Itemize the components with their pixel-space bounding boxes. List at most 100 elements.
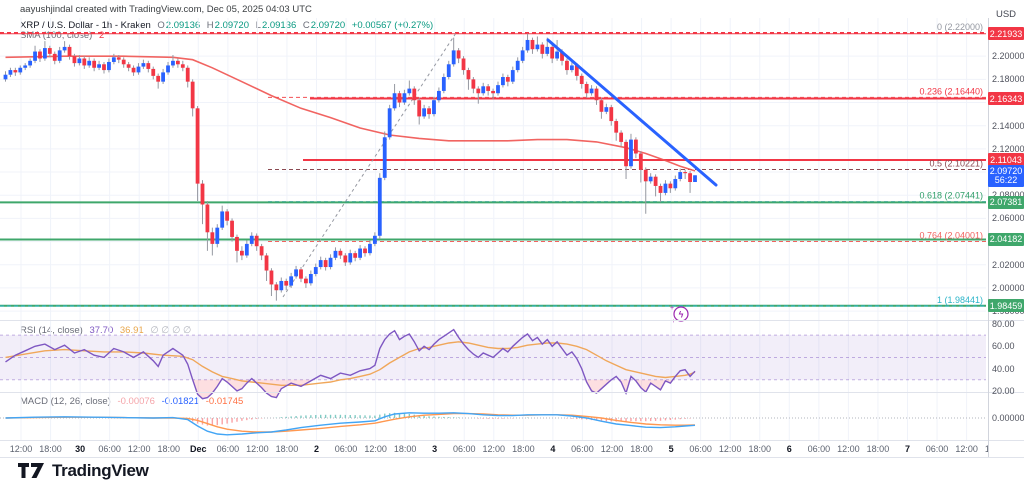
candle [323,260,328,268]
candle [545,46,550,54]
candle [634,139,638,154]
time-label: 06:00 [807,444,831,454]
candle [417,100,422,117]
price-tick: 2.12000 [992,143,1024,154]
candle [382,137,387,178]
time-label: 18:00 [275,444,299,454]
macd-tick: 0.00000 [992,413,1024,423]
sma-legend[interactable]: SMA (100, close) 2 [20,30,108,41]
candle [244,243,249,256]
rsi-ma-line [5,341,696,386]
attribution-text: aayushjindal created with TradingView.co… [20,4,312,15]
price-tick: 2.14000 [992,120,1024,131]
candle [569,65,574,71]
candle [584,83,589,94]
candle [318,260,323,268]
candle [33,51,37,61]
candle [67,46,72,57]
candle [274,284,279,291]
macd-hist-value: -0.00076 [117,396,155,407]
rsi-tick: 60.00 [992,341,1015,352]
candle [658,185,663,193]
candle [683,172,688,174]
candle [466,70,471,80]
price-tick: 2.00000 [992,282,1024,293]
macd-line-value: -0.01821 [161,396,200,407]
candle [432,100,436,115]
price-level-badge: 2.21933 [988,27,1024,41]
candle [230,220,234,237]
candle [308,274,313,284]
price-axis[interactable]: 2.20000 2.18000 2.14000 2.12000 2.08000 2.060… [988,18,1024,458]
trend-line-dashed [282,32,457,298]
candle [599,100,604,112]
rsi-label: RSI (14, close) [20,325,83,336]
candle [23,65,28,68]
symbol-title: XRP / U.S. Dollar - 1h - Kraken [20,20,151,31]
candle [540,44,545,54]
time-label: 06:00 [571,444,594,454]
date-label: 6 [786,444,792,454]
symbol-legend[interactable]: XRP / U.S. Dollar - 1h - Kraken O2.09136… [20,20,437,31]
candle [441,77,446,91]
time-label: 18:00 [512,444,535,454]
time-label: 18:00 [39,444,62,454]
candle [185,67,190,82]
candle [471,79,476,89]
time-label: 18:00 [630,444,653,454]
candle [510,70,515,82]
candle [560,51,564,61]
candle [195,108,200,184]
candle [520,50,525,61]
time-label: 18:00 [984,444,988,454]
candle [151,68,156,76]
time-label: 12:00 [600,444,624,454]
candle [28,60,33,66]
candle [279,280,284,291]
candle [614,121,619,133]
time-label: 06:00 [689,444,712,454]
candle [264,255,269,271]
candle [47,48,52,54]
candle [353,253,358,258]
time-label: 06:00 [98,444,121,454]
candle [92,60,97,68]
candle [609,107,614,122]
candle [97,64,101,68]
candle [3,74,8,80]
candle [102,64,106,71]
fib-level-label: 0.618 (2.07441) [919,191,983,201]
candle [422,108,427,117]
fib-level-label: 0 (2.22000) [937,22,983,32]
chart-canvas[interactable]: 0 (2.22000) 0.236 (2.16440) 0.5 (2.10221) 0… [0,0,1024,458]
rsi-ma-value: 36.91 [119,325,144,336]
time-label: 12:00 [127,444,151,454]
candle [412,88,417,101]
rsi-tick: 40.00 [992,363,1015,374]
candle [116,57,121,60]
fib-level-label: 0.5 (2.10221) [929,158,983,168]
candle [481,86,486,94]
time-axis[interactable]: 12:00 18:00 30 06:00 12:00 18:00 Dec 06:00 12:00… [0,441,988,457]
candle [648,176,653,182]
bar-countdown: 56:22 [994,175,1018,186]
svg-text:+: + [672,319,676,325]
candle [407,88,412,94]
rsi-line [5,328,696,400]
candle [333,250,338,258]
rsi-tick: 20.00 [992,385,1015,396]
sma-line [5,55,696,172]
candle [446,64,451,78]
candle [180,64,185,68]
candle [451,50,456,65]
price-level-badge: 2.07381 [988,195,1024,209]
candle [491,90,495,94]
macd-legend[interactable]: MACD (12, 26, close) -0.00076 -0.01821 -… [20,396,247,407]
candle [653,176,658,186]
rsi-legend[interactable]: RSI (14, close) 37.70 36.91 ∅ ∅ ∅ ∅ [20,325,195,336]
candle [111,57,116,62]
fib-level-label: 0.236 (2.16440) [919,86,983,96]
candle [525,39,530,51]
candle [220,211,225,228]
candle [38,51,42,59]
